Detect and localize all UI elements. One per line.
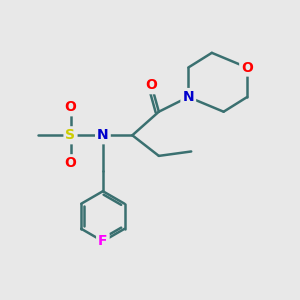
Text: O: O <box>146 78 158 92</box>
Text: O: O <box>241 61 253 75</box>
Text: F: F <box>98 234 108 248</box>
Text: N: N <box>97 128 109 142</box>
Text: O: O <box>64 100 76 114</box>
Text: S: S <box>65 128 76 142</box>
Text: O: O <box>64 156 76 170</box>
Text: N: N <box>182 90 194 104</box>
